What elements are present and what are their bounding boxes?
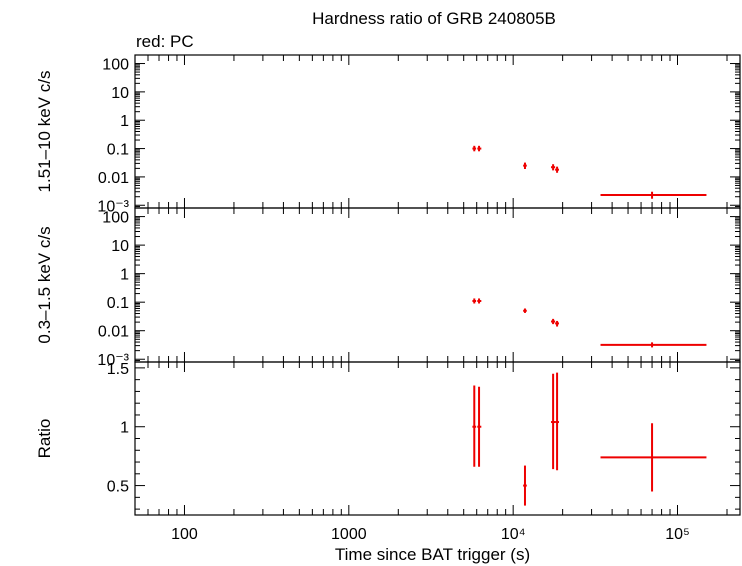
data-point: [523, 308, 527, 313]
y-tick-label: 10⁻³: [97, 352, 129, 369]
panel-1: 100 10 1 0.1 0.01 10⁻³ 1.51–10 keV c/s: [35, 54, 741, 215]
data-point: [551, 373, 556, 470]
data-point: [600, 342, 707, 348]
chart-subtitle: red: PC: [136, 32, 194, 51]
data-point: [600, 191, 707, 199]
chart-title: Hardness ratio of GRB 240805B: [312, 9, 556, 28]
data-point: [551, 164, 556, 171]
data-point: [523, 465, 527, 506]
data-point: [600, 423, 707, 492]
y-tick-label: 1.5: [107, 361, 129, 378]
panel-frame: [134, 54, 741, 209]
y-tick-label: 10⁻³: [97, 198, 129, 215]
y-tick-label: 100: [102, 57, 129, 74]
y-tick-label: 0.01: [98, 324, 129, 341]
y-tick-label: 1: [120, 113, 129, 130]
panel-2: 100 10 1 0.1 0.01 10⁻³ 0.3–1.5 keV c/s: [35, 207, 741, 369]
panel-frame: [134, 361, 741, 516]
panels-group: 100 10 1 0.1 0.01 10⁻³ 1.51–10 keV c/s 100 10 1 0.…: [35, 54, 741, 564]
data-point: [555, 372, 559, 471]
x-tick-label: 100: [171, 526, 198, 543]
y-axis-title: 0.3–1.5 keV c/s: [35, 226, 54, 343]
data-point: [555, 320, 559, 327]
y-tick-label: 10: [111, 85, 129, 102]
panel-frame: [134, 207, 741, 363]
data-point: [555, 166, 559, 173]
y-tick-label: 1: [120, 420, 129, 437]
data-point: [477, 298, 482, 304]
x-tick-label: 1000: [331, 526, 367, 543]
data-point: [523, 162, 527, 170]
y-axis-title: 1.51–10 keV c/s: [35, 71, 54, 193]
data-point: [472, 298, 477, 304]
x-axis-title: Time since BAT trigger (s): [335, 545, 530, 564]
data-point: [477, 386, 482, 467]
y-tick-label: 100: [102, 210, 129, 227]
data-point: [551, 318, 556, 325]
y-tick-label: 10: [111, 238, 129, 255]
data-point: [472, 145, 477, 152]
y-tick-label: 1: [120, 267, 129, 284]
data-point: [472, 385, 477, 467]
y-axis-title: Ratio: [35, 419, 54, 459]
panel-3: 1.5 1 0.5 Ratio 100 1000 10⁴ 10⁵ Time since BAT …: [35, 361, 741, 564]
y-tick-label: 0.5: [107, 479, 129, 496]
y-tick-label: 0.01: [98, 170, 129, 187]
x-tick-label: 10⁵: [665, 526, 689, 543]
y-tick-label: 0.1: [107, 142, 129, 159]
x-tick-label: 10⁴: [501, 526, 526, 543]
data-point: [477, 145, 482, 152]
y-tick-label: 0.1: [107, 295, 129, 312]
